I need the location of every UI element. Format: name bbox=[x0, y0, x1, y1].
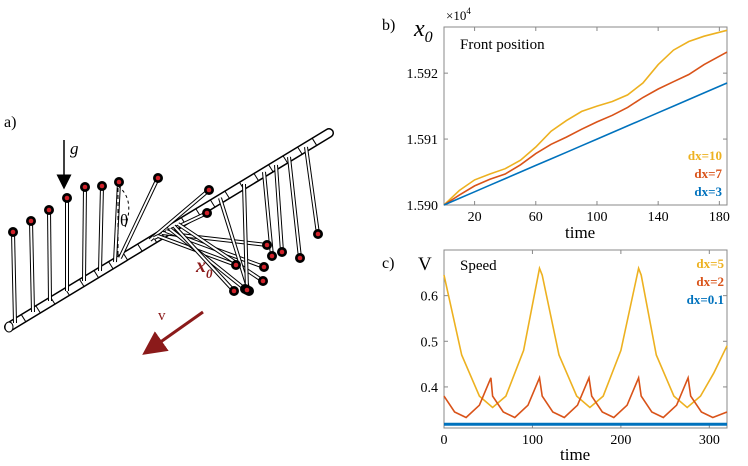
panel-b-xlabel: time bbox=[565, 223, 595, 242]
pendulum-bob-core bbox=[260, 278, 266, 284]
pendulum-bob-core bbox=[206, 187, 212, 193]
pendulum-bob-core bbox=[46, 207, 52, 213]
panel-c: c) V Speed 0 100 200 300 0.4 0.5 0.6 time dx=5… bbox=[382, 249, 728, 464]
rod-segment-mark bbox=[282, 155, 289, 164]
pendulum-bob-core bbox=[99, 183, 105, 189]
legend-entry: dx=10 bbox=[688, 148, 722, 163]
legend-entry: dx=3 bbox=[694, 184, 722, 199]
panel-b-axes-box bbox=[443, 26, 728, 206]
panel-c-ylabel: V bbox=[418, 254, 432, 275]
pendulum-string-inner bbox=[275, 164, 283, 253]
y-tick-label: 0.4 bbox=[421, 381, 439, 396]
pendulum-bob-core bbox=[269, 253, 275, 259]
x-tick-label: 60 bbox=[529, 210, 543, 225]
panel-c-label: c) bbox=[382, 255, 394, 272]
x-tick-label: 100 bbox=[522, 433, 543, 448]
pendulum-string-inner bbox=[119, 177, 159, 259]
legend-entry: dx=5 bbox=[696, 256, 724, 271]
legend-entry: dx=2 bbox=[696, 274, 724, 289]
rod-segment-mark bbox=[267, 164, 274, 173]
series-line-dx-10 bbox=[443, 29, 728, 206]
gravity-label: g bbox=[70, 139, 79, 158]
rod-segment-mark bbox=[107, 261, 114, 270]
pendulum-bob-core bbox=[279, 249, 285, 255]
rod-segment-mark bbox=[224, 190, 231, 199]
velocity-arrow bbox=[142, 310, 204, 355]
rod-segment-mark bbox=[253, 172, 260, 182]
y-tick-label: 1.590 bbox=[407, 199, 439, 214]
pendulum-string-inner bbox=[83, 186, 86, 282]
legend-entry: dx=7 bbox=[694, 166, 722, 181]
pendulum-string-inner bbox=[305, 146, 319, 235]
pendulum-bob-core bbox=[28, 218, 34, 224]
angle-label: θ bbox=[120, 211, 128, 230]
panel-b-ylabel: x0 bbox=[413, 16, 433, 46]
pendulum-bob-core bbox=[10, 229, 16, 235]
pendulum-string-inner bbox=[173, 225, 235, 292]
pendulum-bob-core bbox=[297, 255, 303, 261]
pendulum-string-inner bbox=[177, 223, 264, 282]
pendulum-string-inner bbox=[243, 183, 248, 291]
pendulum-bob-core bbox=[244, 287, 250, 293]
x-tick-label: 300 bbox=[699, 433, 720, 448]
panel-b-title: Front position bbox=[460, 37, 545, 53]
series-line-dx-7 bbox=[443, 51, 728, 206]
pendulum-bob-core bbox=[64, 195, 70, 201]
pendulum-string-inner bbox=[48, 209, 51, 302]
panel-b-multiplier: ×104 bbox=[446, 6, 471, 23]
x-tick-label: 180 bbox=[709, 210, 730, 225]
panel-a: a) g θ x0 v bbox=[4, 114, 334, 355]
panel-b-label: b) bbox=[382, 17, 395, 34]
angle-arc bbox=[117, 185, 130, 231]
position-label: x0 bbox=[195, 255, 213, 281]
rod-segment-mark bbox=[209, 199, 216, 208]
pendulum-bob-core bbox=[82, 184, 88, 190]
x-tick-label: 140 bbox=[648, 210, 669, 225]
rod-segment-mark bbox=[35, 305, 42, 314]
pendulum-string-inner bbox=[99, 185, 103, 272]
panel-c-title: Speed bbox=[460, 258, 497, 274]
rod-segment-mark bbox=[136, 243, 143, 252]
pendulum-bob-core bbox=[155, 175, 161, 181]
pendulum-string-inner bbox=[169, 228, 246, 290]
x-tick-label: 100 bbox=[586, 210, 607, 225]
y-tick-label: 0.5 bbox=[421, 335, 439, 350]
pendulum-bob-core bbox=[116, 179, 122, 185]
pendulum-string-inner bbox=[219, 197, 250, 292]
pendulum-bob-core bbox=[315, 231, 321, 237]
pendulum-string-inner bbox=[30, 220, 34, 313]
y-tick-label: 1.591 bbox=[407, 133, 439, 148]
y-tick-label: 0.6 bbox=[421, 290, 439, 305]
panel-c-xlabel: time bbox=[560, 445, 590, 464]
pendulum-bob-core bbox=[264, 242, 270, 248]
pendulum-bob-core bbox=[233, 262, 239, 268]
pendulum-string-inner bbox=[149, 189, 210, 241]
velocity-label: v bbox=[158, 308, 166, 324]
pendulum-string-inner bbox=[12, 231, 16, 324]
rod-segment-mark bbox=[78, 278, 85, 288]
x-tick-label: 200 bbox=[610, 433, 631, 448]
rod-segment-mark bbox=[311, 137, 318, 147]
x-tick-label: 0 bbox=[441, 433, 448, 448]
pendulum-bob-core bbox=[231, 288, 237, 294]
panel-b: b) x0 ×104 Front position 20 60 100 140 180 1… bbox=[382, 6, 730, 242]
pendulum-bob-core bbox=[261, 264, 267, 270]
panel-c-axes-box bbox=[443, 249, 728, 429]
series-line-dx-3 bbox=[443, 82, 728, 206]
pendulum-string-inner bbox=[288, 156, 301, 259]
pendulum-bob-core bbox=[204, 210, 210, 216]
rod-segment-mark bbox=[93, 269, 100, 279]
rod-segment-mark bbox=[20, 313, 27, 323]
x-tick-label: 20 bbox=[468, 210, 482, 225]
y-tick-label: 1.592 bbox=[407, 67, 439, 82]
rod-segment-mark bbox=[296, 146, 303, 155]
legend-entry: dx=0.1 bbox=[687, 292, 724, 307]
panel-a-label: a) bbox=[4, 114, 16, 131]
series-line-dx-2 bbox=[443, 374, 728, 419]
